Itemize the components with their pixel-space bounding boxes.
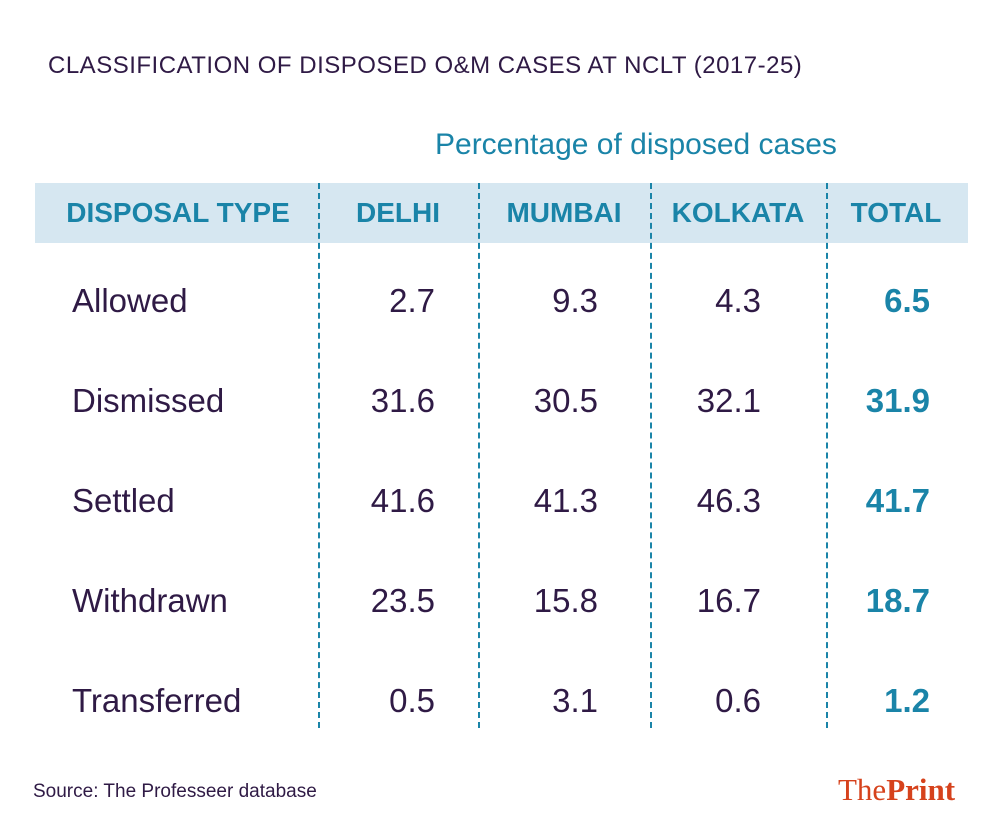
- cell-value: 46.3: [696, 482, 761, 519]
- row-label: Withdrawn: [72, 582, 228, 619]
- logo-the: The: [838, 772, 887, 807]
- column-divider: [478, 183, 480, 728]
- theprint-logo: ThePrint: [838, 772, 955, 808]
- cell-value: 41.3: [533, 482, 598, 519]
- cell-value: 23.5: [370, 582, 435, 619]
- column-header-delhi: DELHI: [356, 197, 440, 228]
- chart-title: CLASSIFICATION OF DISPOSED O&M CASES AT …: [48, 52, 803, 79]
- column-divider: [318, 183, 320, 728]
- row-label: Settled: [72, 482, 175, 519]
- cell-value: 15.8: [533, 582, 598, 619]
- logo-print: Print: [886, 772, 956, 807]
- column-header-total: TOTAL: [850, 197, 942, 228]
- cell-value: 4.3: [715, 282, 761, 319]
- column-divider: [826, 183, 828, 728]
- header-band: [35, 183, 968, 243]
- column-divider: [650, 183, 652, 728]
- cell-value: 3.1: [552, 682, 598, 719]
- source-note: Source: The Professeer database: [33, 781, 317, 802]
- cell-value: 32.1: [696, 382, 761, 419]
- total-value: 1.2: [884, 682, 930, 719]
- cell-value: 30.5: [533, 382, 598, 419]
- total-value: 6.5: [884, 282, 930, 319]
- cell-value: 41.6: [370, 482, 435, 519]
- cell-value: 16.7: [696, 582, 761, 619]
- chart-subtitle: Percentage of disposed cases: [435, 128, 837, 161]
- total-value: 41.7: [865, 482, 930, 519]
- column-header-disposal-type: DISPOSAL TYPE: [66, 197, 290, 228]
- cell-value: 31.6: [370, 382, 435, 419]
- column-header-kolkata: KOLKATA: [671, 197, 805, 228]
- cell-value: 0.6: [715, 682, 761, 719]
- row-label: Allowed: [72, 282, 188, 319]
- column-header-mumbai: MUMBAI: [506, 197, 622, 228]
- total-value: 18.7: [865, 582, 930, 619]
- row-label: Transferred: [72, 682, 242, 719]
- cell-value: 2.7: [389, 282, 435, 319]
- cell-value: 0.5: [389, 682, 435, 719]
- cell-value: 9.3: [552, 282, 598, 319]
- total-value: 31.9: [865, 382, 930, 419]
- row-label: Dismissed: [72, 382, 225, 419]
